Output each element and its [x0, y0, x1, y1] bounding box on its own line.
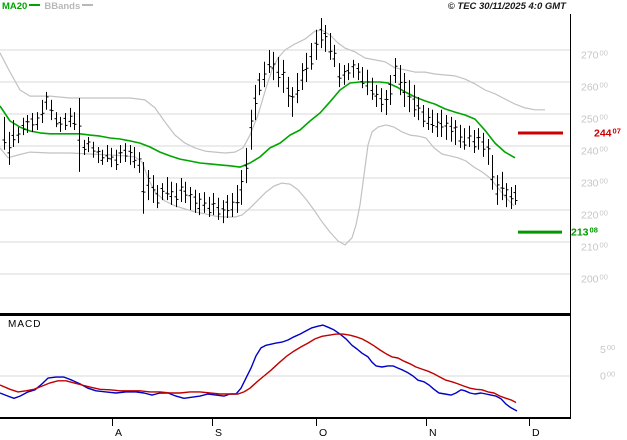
macd-axis-label: 000: [600, 370, 615, 383]
macd-pane-canvas[interactable]: [0, 316, 570, 417]
legend-bbands-label: BBands: [44, 1, 81, 12]
price-axis-label: 21000: [581, 241, 608, 254]
bbands-line-swatch: [82, 4, 94, 7]
macd-line: [0, 324, 518, 412]
macd-pane: [0, 324, 570, 412]
level-label-red: 24407: [594, 126, 621, 139]
price-pane-canvas[interactable]: [0, 8, 570, 313]
price-axis-label: 24000: [581, 145, 608, 158]
level-label-green: 21308: [571, 226, 598, 239]
legend: MA20 BBands: [2, 2, 97, 12]
macd-axis-label: 500: [600, 343, 615, 356]
price-axis-label: 26000: [581, 81, 608, 94]
price-axis-label: 25000: [581, 113, 608, 126]
pane-separator: [0, 313, 570, 316]
month-label-A: A: [115, 427, 122, 439]
month-label-S: S: [215, 427, 222, 439]
price-axis-label: 22000: [581, 209, 608, 222]
price-bars: [2, 18, 518, 224]
ma20-line: [0, 81, 516, 168]
price-axis-label: 23000: [581, 177, 608, 190]
macd-pane-title: MACD: [8, 319, 42, 330]
chart-timestamp: © TEC 30/11/2025 4:0 GMT: [447, 1, 566, 12]
signal-line: [0, 333, 517, 404]
month-label-O: O: [319, 427, 327, 439]
bollinger-upper-band: [0, 29, 545, 154]
price-axis-label: 27000: [581, 49, 608, 62]
month-label-N: N: [429, 427, 437, 439]
month-label-D: D: [532, 427, 540, 439]
legend-ma20-label: MA20: [2, 1, 28, 12]
bottom-border: [0, 417, 570, 419]
price-axis-label: 20000: [581, 273, 608, 286]
ma20-line-swatch: [29, 4, 41, 7]
price-pane: [0, 18, 570, 275]
